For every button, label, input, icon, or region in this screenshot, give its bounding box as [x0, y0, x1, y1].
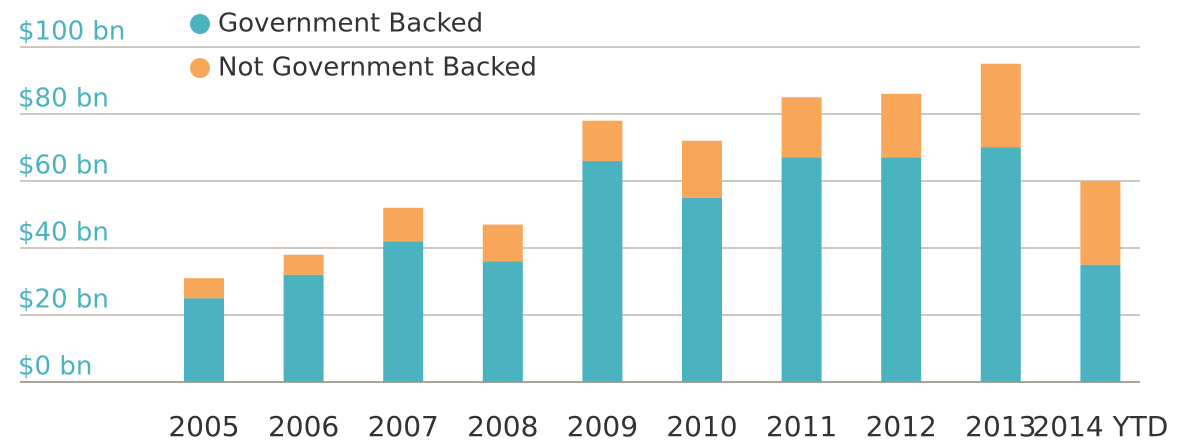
y-tick-label: $100 bn: [18, 17, 125, 47]
legend-swatch: [190, 14, 210, 34]
x-tick-label: 2006: [268, 410, 339, 443]
y-tick-label: $40 bn: [18, 218, 109, 248]
bar-segment: [881, 157, 922, 382]
x-tick-label: 2013: [965, 410, 1036, 443]
x-tick-label: 2012: [866, 410, 937, 443]
x-tick-label: 2009: [567, 410, 638, 443]
bar-segment: [1080, 264, 1121, 382]
bar-segment: [682, 140, 722, 198]
legend-label: Not Government Backed: [218, 53, 537, 83]
bar-segment: [582, 160, 623, 382]
bar-segment: [482, 261, 523, 382]
bar-segment: [881, 93, 922, 158]
bar-segment: [283, 254, 324, 275]
y-tick-label: $20 bn: [18, 285, 109, 315]
y-tick-label: $0 bn: [18, 352, 92, 382]
bar-segment: [582, 120, 623, 161]
x-tick-label: 2010: [666, 410, 737, 443]
bar-segment: [383, 241, 424, 382]
x-tick-label: 2014 YTD: [1032, 410, 1168, 443]
bar-segment: [682, 197, 722, 382]
x-tick-label: 2007: [368, 410, 439, 443]
y-tick-label: $80 bn: [18, 84, 109, 114]
bar-segment: [1080, 181, 1121, 265]
bar-segment: [383, 207, 424, 242]
bar-segment: [184, 278, 224, 299]
x-tick-label: 2011: [766, 410, 837, 443]
x-tick-label: 2008: [467, 410, 538, 443]
bar-segment: [283, 274, 324, 382]
x-tick-label: 2005: [168, 410, 239, 443]
bar-segment: [482, 224, 523, 262]
bar-segment: [980, 147, 1021, 382]
bar-segment: [781, 157, 822, 382]
bar-segment: [781, 97, 822, 158]
bar-segment: [184, 298, 224, 382]
y-tick-label: $60 bn: [18, 151, 109, 181]
legend-swatch: [190, 58, 210, 78]
legend-label: Government Backed: [218, 9, 483, 39]
bar-segment: [980, 63, 1021, 148]
